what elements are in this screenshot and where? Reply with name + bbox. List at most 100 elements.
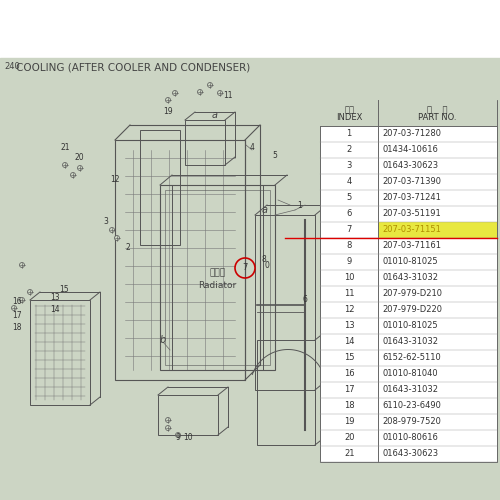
Text: 207-03-71241: 207-03-71241 — [382, 194, 442, 202]
Text: PART NO.: PART NO. — [418, 113, 457, 122]
Circle shape — [218, 90, 222, 96]
Text: 6152-62-5110: 6152-62-5110 — [382, 354, 441, 362]
Text: a: a — [212, 110, 218, 120]
Bar — [320, 100, 497, 462]
Text: 5: 5 — [346, 194, 352, 202]
Text: 4: 4 — [346, 178, 352, 186]
Text: 6: 6 — [346, 210, 352, 218]
Text: b: b — [160, 335, 166, 345]
Text: 1: 1 — [346, 130, 352, 138]
Text: INDEX: INDEX — [336, 113, 362, 122]
Text: 207-03-71280: 207-03-71280 — [382, 130, 442, 138]
Bar — [140, 130, 180, 245]
Circle shape — [20, 262, 24, 268]
Text: 15: 15 — [59, 286, 69, 294]
Circle shape — [166, 426, 170, 430]
Text: 0: 0 — [264, 260, 270, 270]
Bar — [30, 300, 90, 405]
Text: 7: 7 — [242, 264, 248, 272]
Bar — [255, 215, 315, 390]
Text: 12: 12 — [110, 176, 120, 184]
Bar — [185, 120, 225, 165]
Bar — [115, 140, 245, 380]
Text: 20: 20 — [74, 154, 84, 162]
Text: 207-03-71161: 207-03-71161 — [382, 242, 442, 250]
Text: 208-979-7520: 208-979-7520 — [382, 418, 442, 426]
Text: 19: 19 — [344, 418, 354, 426]
Circle shape — [166, 418, 170, 422]
Text: 3: 3 — [104, 218, 108, 226]
Text: 1: 1 — [298, 200, 302, 209]
Bar — [165, 190, 270, 365]
Text: 9: 9 — [176, 432, 180, 442]
Text: 17: 17 — [344, 386, 354, 394]
Text: 5: 5 — [272, 150, 278, 160]
Text: 01643-30623: 01643-30623 — [382, 450, 438, 458]
Text: 01643-31032: 01643-31032 — [382, 274, 438, 282]
Bar — [0, 58, 500, 500]
Circle shape — [166, 98, 170, 102]
Text: 01010-81025: 01010-81025 — [382, 258, 438, 266]
Circle shape — [12, 306, 16, 310]
Text: 01643-31032: 01643-31032 — [382, 386, 438, 394]
Text: 20: 20 — [344, 434, 354, 442]
Text: 01643-31032: 01643-31032 — [382, 338, 438, 346]
Text: 19: 19 — [163, 108, 173, 116]
Circle shape — [114, 236, 119, 240]
Text: 6110-23-6490: 6110-23-6490 — [382, 402, 442, 410]
Text: 7: 7 — [346, 226, 352, 234]
Text: 12: 12 — [344, 306, 354, 314]
Circle shape — [28, 290, 32, 294]
Text: 01010-81025: 01010-81025 — [382, 322, 438, 330]
Text: 01643-30623: 01643-30623 — [382, 162, 438, 170]
Circle shape — [62, 162, 68, 168]
Text: 01434-10616: 01434-10616 — [382, 146, 438, 154]
Text: 207-03-71151: 207-03-71151 — [382, 226, 442, 234]
Bar — [158, 395, 218, 435]
Text: Radiator: Radiator — [198, 281, 236, 290]
Circle shape — [20, 298, 24, 302]
Circle shape — [172, 90, 178, 96]
Text: 6: 6 — [302, 296, 308, 304]
Text: 13: 13 — [344, 322, 354, 330]
Text: 序号: 序号 — [344, 105, 354, 114]
Text: 4: 4 — [250, 144, 254, 152]
Text: 10: 10 — [183, 432, 193, 442]
Text: 散热器: 散热器 — [210, 268, 226, 277]
Bar — [257, 340, 315, 445]
Text: a: a — [262, 205, 268, 215]
Circle shape — [198, 90, 202, 94]
Bar — [320, 100, 497, 126]
Circle shape — [70, 172, 76, 178]
Circle shape — [176, 432, 180, 438]
Text: 240: 240 — [4, 62, 20, 71]
Text: 3: 3 — [346, 162, 352, 170]
Bar — [160, 185, 275, 370]
Text: 13: 13 — [50, 292, 60, 302]
Text: 18: 18 — [344, 402, 354, 410]
Circle shape — [78, 166, 82, 170]
Text: 15: 15 — [344, 354, 354, 362]
Text: 16: 16 — [12, 298, 22, 306]
Text: 207-979-D220: 207-979-D220 — [382, 306, 442, 314]
Text: 14: 14 — [344, 338, 354, 346]
Text: 11: 11 — [344, 290, 354, 298]
Text: 21: 21 — [60, 144, 70, 152]
Circle shape — [208, 82, 212, 87]
Text: 8: 8 — [346, 242, 352, 250]
Text: 10: 10 — [344, 274, 354, 282]
Text: 207-979-D210: 207-979-D210 — [382, 290, 442, 298]
Bar — [378, 222, 497, 238]
Text: 17: 17 — [12, 312, 22, 320]
Text: 01010-81040: 01010-81040 — [382, 370, 438, 378]
Text: 9: 9 — [346, 258, 352, 266]
Text: 2: 2 — [126, 244, 130, 252]
Text: 2: 2 — [346, 146, 352, 154]
Text: 11: 11 — [223, 90, 233, 100]
Text: 207-03-71390: 207-03-71390 — [382, 178, 442, 186]
Text: 207-03-51191: 207-03-51191 — [382, 210, 441, 218]
Text: 21: 21 — [344, 450, 354, 458]
Text: 14: 14 — [50, 306, 60, 314]
Text: COOLING (AFTER COOLER AND CONDENSER): COOLING (AFTER COOLER AND CONDENSER) — [16, 62, 250, 72]
Text: 8: 8 — [262, 256, 266, 264]
